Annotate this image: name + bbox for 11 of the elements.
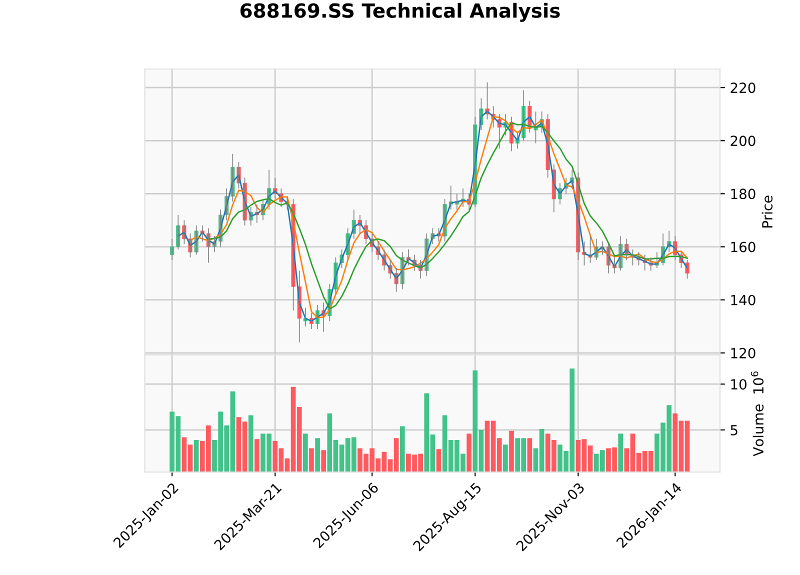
y-tick-label: 200: [730, 136, 756, 146]
chart-title: 688169.SS Technical Analysis: [240, 2, 560, 22]
y-tick-label: 120: [731, 348, 756, 358]
y-axis-title: Volume 10$^{6}$: [750, 371, 764, 456]
y-axis-title: Price: [762, 196, 773, 228]
y-tick-label: 220: [730, 82, 756, 94]
y-tick-label: 10: [731, 379, 746, 390]
y-tick-label: 180: [731, 188, 756, 200]
y-tick-label: 160: [731, 242, 756, 252]
y-tick-label: 5: [730, 425, 738, 436]
y-tick-label: 140: [731, 294, 756, 306]
